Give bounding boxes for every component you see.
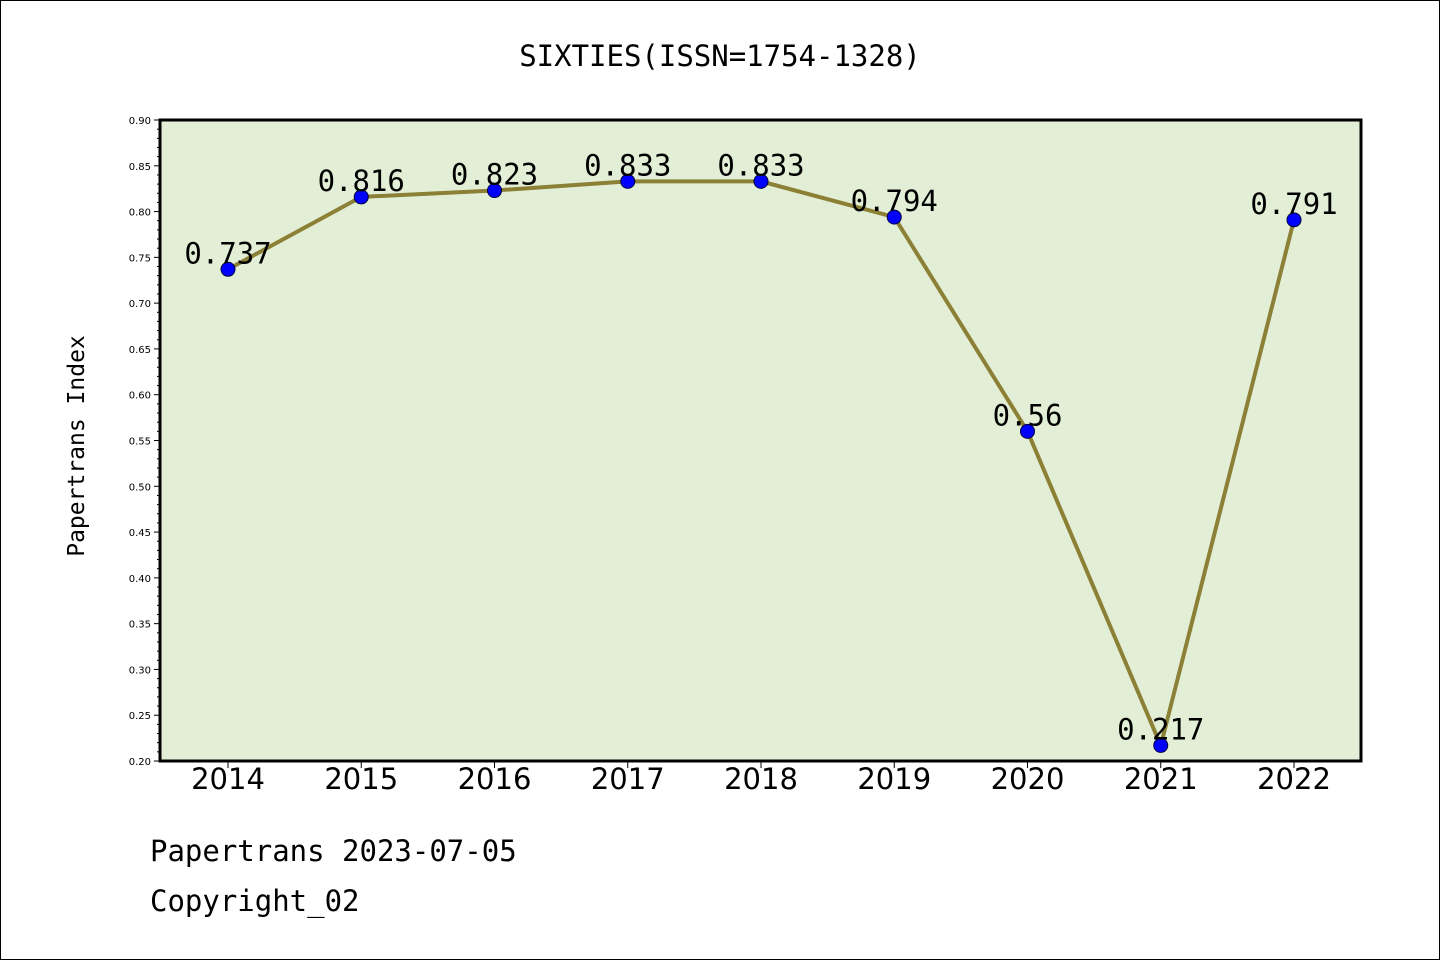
y-axis-label: Papertrans Index	[64, 335, 90, 557]
plot-area	[158, 118, 1363, 763]
data-label: 0.833	[717, 148, 804, 182]
data-point-marker	[753, 173, 769, 189]
x-tick-label: 2017	[591, 762, 665, 796]
footer-copyright-line: Copyright_02	[150, 884, 360, 918]
data-point-marker	[620, 173, 636, 189]
data-label: 0.833	[584, 148, 671, 182]
y-tick-label: 0.60	[129, 391, 151, 402]
y-tick-label: 0.90	[129, 116, 151, 127]
y-tick-label: 0.40	[129, 574, 151, 585]
y-tick-label: 0.80	[129, 208, 151, 219]
y-tick-label: 0.50	[129, 482, 151, 493]
x-tick-label: 2022	[1257, 762, 1331, 796]
y-tick-label: 0.55	[129, 437, 151, 448]
x-tick-label: 2014	[191, 762, 265, 796]
y-tick-label: 0.70	[129, 299, 151, 310]
data-label: 0.56	[993, 398, 1063, 432]
data-label: 0.816	[318, 164, 405, 198]
data-point-marker	[1286, 212, 1302, 228]
data-point-marker	[353, 189, 369, 205]
data-label: 0.794	[851, 184, 938, 218]
chart-marks: 0.20 0.25 0.30 0.35 0.40 0.45 0.50 0.55 0.60 0.65…	[129, 116, 1338, 796]
x-tick-label: 2019	[857, 762, 931, 796]
y-tick-label: 0.30	[129, 665, 151, 676]
y-tick-label: 0.35	[129, 620, 151, 631]
data-label: 0.823	[451, 158, 538, 192]
data-point-marker	[1153, 737, 1169, 753]
data-label: 0.791	[1250, 187, 1337, 221]
y-tick-label: 0.75	[129, 253, 151, 264]
x-tick-label: 2021	[1124, 762, 1198, 796]
data-label: 0.217	[1117, 712, 1204, 746]
chart-title: SIXTIES(ISSN=1754-1328)	[519, 39, 921, 73]
data-point-marker	[220, 261, 236, 277]
y-tick-label: 0.25	[129, 711, 151, 722]
y-tick-label: 0.20	[129, 757, 151, 768]
x-tick-label: 2020	[991, 762, 1065, 796]
data-label: 0.737	[184, 236, 271, 270]
footer-date-line: Papertrans 2023-07-05	[150, 834, 517, 868]
x-tick-label: 2016	[458, 762, 532, 796]
y-tick-label: 0.45	[129, 528, 151, 539]
x-tick-label: 2018	[724, 762, 798, 796]
x-tick-label: 2015	[324, 762, 398, 796]
y-tick-label: 0.65	[129, 345, 151, 356]
data-point-marker	[487, 183, 502, 199]
data-point-marker	[1020, 423, 1035, 439]
y-tick-label: 0.85	[129, 162, 151, 173]
data-point-marker	[886, 209, 902, 225]
